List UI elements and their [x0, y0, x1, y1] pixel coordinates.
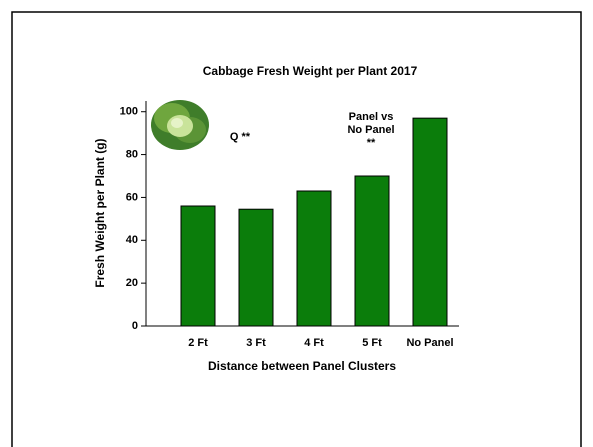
chart-title: Cabbage Fresh Weight per Plant 2017	[203, 64, 418, 78]
x-tick-label: 5 Ft	[362, 337, 382, 349]
y-tick-label: 20	[126, 277, 138, 289]
bar	[296, 190, 332, 327]
cabbage-icon	[151, 100, 209, 150]
slide-frame	[11, 11, 582, 447]
annotation: **	[367, 137, 376, 149]
y-tick-label: 100	[120, 106, 138, 118]
annotation: No Panel	[347, 124, 394, 136]
bar	[412, 117, 448, 327]
y-tick-label: 0	[132, 320, 138, 332]
x-tick-label: 2 Ft	[188, 337, 208, 349]
y-tick-label: 60	[126, 191, 138, 203]
x-tick-label: No Panel	[406, 337, 453, 349]
annotation: Panel vs	[349, 111, 394, 123]
y-axis-label: Fresh Weight per Plant (g)	[93, 138, 107, 287]
bar	[238, 208, 274, 327]
y-tick-label: 80	[126, 148, 138, 160]
x-tick-label: 4 Ft	[304, 337, 324, 349]
x-axis-label: Distance between Panel Clusters	[208, 359, 396, 373]
y-tick-label: 40	[126, 234, 138, 246]
annotation: Q **	[230, 131, 251, 143]
bar	[354, 175, 390, 327]
bar	[180, 205, 216, 327]
x-tick-label: 3 Ft	[246, 337, 266, 349]
